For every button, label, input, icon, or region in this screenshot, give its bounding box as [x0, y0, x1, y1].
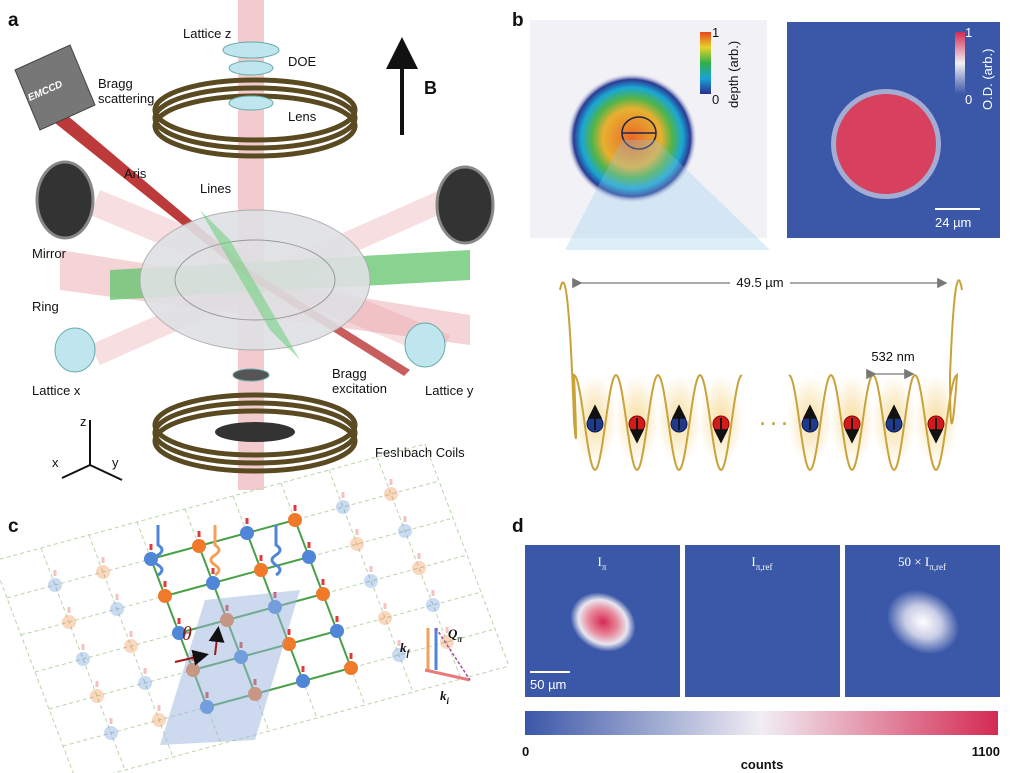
colorbar-tick: 0 [522, 744, 529, 759]
site [192, 539, 206, 553]
site [412, 561, 426, 575]
site [152, 713, 166, 727]
bond [151, 546, 199, 559]
label: 49.5 µm [736, 275, 783, 290]
site [330, 624, 344, 638]
mirror-right [437, 167, 493, 243]
colorbar [525, 711, 998, 735]
label: Ring [32, 299, 59, 314]
label: Mirror [32, 246, 67, 261]
panel-label: b [512, 10, 524, 31]
bond [199, 533, 247, 546]
lens-y [405, 323, 445, 367]
site [378, 611, 392, 625]
site [240, 526, 254, 540]
site [336, 500, 350, 514]
site [254, 563, 268, 577]
window [215, 422, 295, 442]
site [398, 524, 412, 538]
colorbar-tick: 1100 [972, 744, 1000, 759]
label: B [424, 78, 437, 98]
site [384, 487, 398, 501]
label: Aris [124, 166, 147, 181]
site [426, 598, 440, 612]
angle-label: θ [182, 623, 192, 645]
colorbar [700, 32, 711, 94]
colorbar-tick: 0 [965, 92, 972, 107]
site [48, 578, 62, 592]
colorbar-title: O.D. (arb.) [980, 49, 995, 110]
label: Lines [200, 181, 232, 196]
label: Feshbach Coils [375, 445, 465, 460]
site [316, 587, 330, 601]
bond [213, 570, 261, 583]
lens-x [55, 328, 95, 372]
site [364, 574, 378, 588]
site [288, 513, 302, 527]
bond [289, 631, 337, 644]
panel-b: b 1 0 depth (arb.) 1 0 O.D. (arb.) 24 µm… [512, 10, 1000, 470]
label: Lens [288, 109, 317, 124]
ellipsis: · · · [760, 414, 788, 434]
mirror-left [37, 162, 93, 238]
colorbar [955, 32, 965, 94]
colorbar-tick: 0 [712, 92, 719, 107]
site [206, 576, 220, 590]
lattice-potential [560, 280, 962, 470]
bond [303, 668, 351, 681]
plane [160, 590, 300, 745]
site [138, 676, 152, 690]
cloud [836, 94, 936, 194]
label: z [80, 414, 87, 429]
site [96, 565, 110, 579]
label: x [52, 455, 59, 470]
grid-line [0, 561, 77, 773]
figure: a EMCCD Lattice z DOE B Braggscattering … [0, 0, 1013, 773]
panel-c: c θ kf Qπ ki [0, 444, 509, 773]
site [104, 726, 118, 740]
label: Lattice y [425, 383, 474, 398]
panel-label: a [8, 10, 19, 31]
site [296, 674, 310, 688]
site [302, 550, 316, 564]
scale-label: 24 µm [935, 215, 971, 230]
colorbar-tick: 1 [712, 25, 719, 40]
bond [247, 520, 295, 533]
site [158, 589, 172, 603]
colorbar-title: depth (arb.) [726, 41, 741, 108]
site [62, 615, 76, 629]
colorbar-title: counts [741, 757, 784, 772]
panel-label: c [8, 516, 19, 537]
label: Lattice z [183, 26, 231, 41]
site [344, 661, 358, 675]
site [350, 537, 364, 551]
label: y [112, 455, 119, 470]
site [90, 689, 104, 703]
bond [165, 583, 213, 596]
site [110, 602, 124, 616]
axes-triad [62, 420, 122, 480]
label: Lattice x [32, 383, 81, 398]
label: 532 nm [871, 349, 914, 364]
site [124, 639, 138, 653]
scale-label: 50 µm [530, 677, 566, 692]
colorbar-tick: 1 [965, 25, 972, 40]
site [76, 652, 90, 666]
label: DOE [288, 54, 317, 69]
vector-label: ki [440, 688, 450, 706]
bond [261, 557, 309, 570]
label: Braggscattering [98, 76, 154, 106]
panel-label: d [512, 516, 524, 537]
